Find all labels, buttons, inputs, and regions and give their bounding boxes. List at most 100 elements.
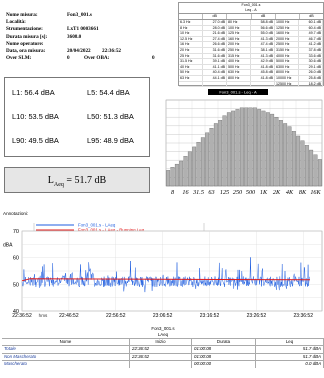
spectrum-bar — [300, 140, 305, 187]
table-cell: 1000 Hz — [275, 20, 299, 25]
spectrum-bar — [261, 110, 266, 187]
table-cell: 45.8 dB — [251, 70, 275, 75]
table-cell: 60.4 dB — [299, 25, 323, 31]
info-value: 0 — [67, 55, 70, 62]
table-cell: 18.2 dB — [299, 81, 323, 87]
table-cell — [251, 81, 275, 87]
spectrum-bar — [226, 112, 231, 187]
table-cell: 100 Hz — [227, 25, 251, 31]
x-tick-label: 500 — [246, 189, 256, 196]
table-cell: 10 Hz — [179, 31, 203, 36]
table-row: Mascherato 00:00:00 0.0 dBA — [2, 360, 324, 368]
table-cell: 630 Hz — [227, 70, 251, 75]
table-row: 16 Hz 26.6 dB 200 Hz 47.4 dB 2500 Hz 41.2 dB — [179, 42, 323, 48]
spectrum-bar — [192, 146, 197, 187]
table-cell: 12.5 Hz — [179, 36, 203, 42]
y-tick-label: 40 — [13, 309, 19, 315]
l10-value: L10: 53.5 dBA — [12, 112, 59, 121]
spectrum-bar — [265, 112, 270, 187]
y-axis-label: dBA — [3, 242, 13, 248]
info-value: 0 — [152, 55, 155, 62]
spectrum-bar — [235, 109, 240, 187]
table-cell: 21.6 dB — [203, 31, 227, 36]
table-cell: 31.6 dB — [203, 47, 227, 53]
x-tick-label: 125 — [220, 189, 229, 196]
l50-value: L50: 51.3 dBA — [87, 112, 134, 121]
table-cell: 40 Hz — [179, 64, 203, 70]
table-row: 25 Hz 31.6 dB 315 Hz 41.3 dB 4000 Hz 33.6 dB — [179, 53, 323, 60]
x-tick-label: 8 — [171, 189, 175, 196]
spectrum-bar — [174, 163, 179, 187]
table-cell: 39.1 dB — [203, 59, 227, 64]
table-cell: 27.4 dB — [203, 36, 227, 42]
table-subtitle: Leq - A — [179, 8, 323, 14]
spectrum-bar — [244, 107, 249, 187]
table-cell: 400 Hz — [227, 59, 251, 64]
table-cell — [203, 81, 227, 87]
spectrum-bar — [187, 151, 192, 187]
x-tick-label: 16 — [182, 189, 189, 196]
table-cell: 42.9 dB — [251, 59, 275, 64]
table-cell: 10000 Hz — [275, 75, 299, 81]
spectrum-bar — [317, 159, 322, 187]
column-header: Leq — [256, 339, 324, 346]
x-tick-label: 8K — [299, 189, 307, 196]
x-tick-label: 2K — [273, 189, 281, 196]
table-cell: 56.6 dB — [251, 25, 275, 31]
info-label: Durata misura [s]: — [6, 33, 48, 40]
column-header: dB — [252, 14, 276, 19]
table-cell: 47.4 dB — [251, 42, 275, 47]
laeq-prefix: L — [47, 175, 54, 186]
info-value: Fon3_001.s — [67, 12, 92, 18]
table-cell: 01:00:08 — [192, 346, 256, 353]
table-row: 31.5 Hz 39.1 dB 400 Hz 42.9 dB 5000 Hz 30.6 d… — [179, 59, 323, 65]
table-cell: 58.8 dB — [251, 20, 275, 25]
info-label: Over OBA: — [84, 55, 110, 62]
spectrum-bar — [313, 154, 318, 187]
table-cell: 27.0 dB — [203, 20, 227, 25]
table-cell: 16 Hz — [179, 42, 203, 47]
chart-title-bg — [208, 89, 268, 95]
l5-value: L5: 54.4 dBA — [87, 88, 130, 97]
y-tick-label: 50 — [13, 282, 19, 288]
table-row: 50 Hz 40.4 dB 630 Hz 45.8 dB 8000 Hz 26.0 dB — [179, 70, 323, 76]
spectrum-bar — [248, 107, 253, 187]
table-cell: 200 Hz — [227, 42, 251, 47]
percentile-levels-box: L1: 56.4 dBA L5: 54.4 dBA L10: 53.5 dBA … — [4, 77, 150, 157]
x-tick-label: 23:06:52 — [153, 313, 173, 319]
table-row: 8 Hz 28.0 dB 100 Hz 56.6 dB 1250 Hz 60.4 dB — [179, 25, 323, 32]
table-cell: 5000 Hz — [275, 59, 299, 64]
table-cell: 160 Hz — [227, 36, 251, 42]
table-subtitle: LAeq — [157, 332, 169, 337]
info-label: Over SLM: — [6, 55, 32, 62]
table-cell: 55.0 dB — [251, 31, 275, 36]
table-cell: 51.7 dBA — [256, 346, 324, 353]
spectrum-chart: Fon3_001.s - Leq - A 8 16 31.5 63 125 250 500 1K… — [158, 88, 324, 200]
l95-value: L95: 48.9 dBA — [87, 136, 134, 145]
spectrum-bar — [270, 113, 275, 187]
table-cell: 46.7 dB — [299, 36, 323, 42]
table-cell: 6.3 Hz — [179, 20, 203, 25]
table-row: 63 Hz 44.1 dB 800 Hz 41.8 dB 10000 Hz 25.8 dB — [179, 75, 323, 82]
table-cell: 22:36:52 — [130, 353, 192, 361]
table-cell: 44.1 dB — [203, 75, 227, 81]
info-label: Nome misura: — [6, 12, 38, 18]
table-cell: 22:36:52 — [130, 346, 192, 353]
table-cell: 12500 Hz — [275, 81, 299, 87]
spectrum-bar — [304, 145, 309, 187]
y-tick-label: 60 — [13, 256, 19, 262]
table-cell: 37.8 dB — [299, 47, 323, 53]
measurement-info: Nome misura: Fon3_001.s Località: Strumen… — [2, 12, 172, 62]
table-header: dB dB dB — [179, 14, 323, 20]
annotations-label: Annotazioni: — [3, 211, 29, 216]
table-cell — [227, 81, 251, 87]
table-cell: 28.0 dB — [203, 25, 227, 31]
spectrum-bar — [179, 160, 184, 187]
laeq-value: = 51.7 dB — [63, 175, 107, 186]
laeq-series-line — [21, 257, 310, 293]
column-header: dB — [203, 14, 228, 19]
info-value: LxT1 0003661 — [67, 26, 99, 33]
column-header: dB — [309, 14, 314, 18]
x-tick-label: 250 — [233, 189, 243, 196]
